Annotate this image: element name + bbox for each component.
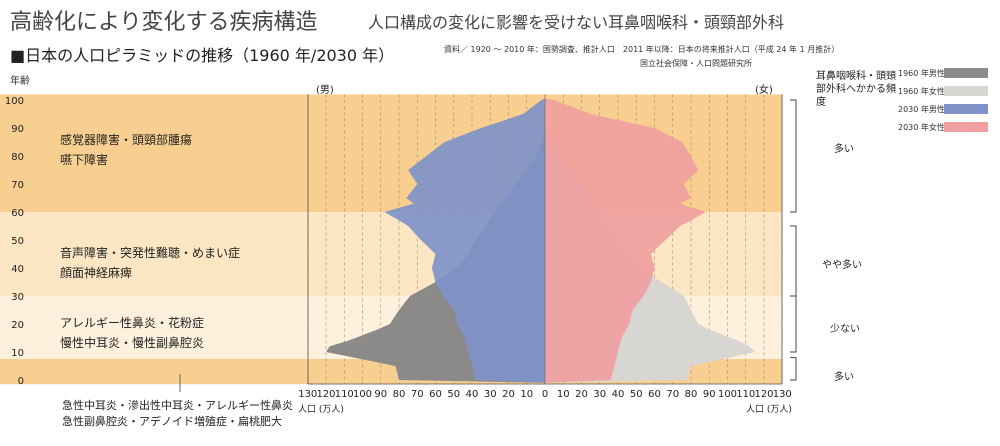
page-subtitle: 人口構成の変化に影響を受けない耳鼻咽喉科・頭頸部外科 xyxy=(368,13,785,32)
pop-unit-right: 人口 (万人) xyxy=(746,405,792,415)
freq-label-middle: やや多い xyxy=(822,260,862,271)
series-female-2030 xyxy=(545,98,706,383)
y-tick-label-100: 100 xyxy=(5,96,24,107)
legend-label-female-2030: 2030 年女性 xyxy=(898,123,945,132)
legend-label-female-1960: 1960 年女性 xyxy=(898,87,945,96)
disease-middle-line-1: 音声障害・突発性難聴・めまい症 xyxy=(60,246,241,260)
y-tick-label-80: 80 xyxy=(11,152,24,163)
disease-group-children: 急性中耳炎・滲出性中耳炎・アレルギー性鼻炎 急性副鼻腔炎・アデノイド増殖症・扁桃… xyxy=(62,398,293,430)
disease-elderly-line-2: 嚥下障害 xyxy=(60,153,109,167)
disease-young-line-2: 慢性中耳炎・慢性副鼻腔炎 xyxy=(60,336,205,350)
y-tick-label-20: 20 xyxy=(11,320,24,331)
ent-frequency-title: 耳鼻咽喉科・頭頸部外科へかかる頻度 xyxy=(816,71,896,108)
x-tick-label-1: 120 xyxy=(316,389,335,400)
freq-label-young: 少ない xyxy=(830,324,860,335)
legend-swatch-male-2030 xyxy=(944,104,988,114)
series-male-2030 xyxy=(384,98,545,383)
y-axis-unit: 年齢 xyxy=(10,76,30,87)
y-tick-label-50: 50 xyxy=(11,236,24,247)
bracket-0 xyxy=(790,99,797,213)
disease-group-elderly: 感覚器障害・頭頸部腫瘍 嚥下障害 xyxy=(60,130,192,170)
y-tick-label-90: 90 xyxy=(11,124,24,135)
x-tick-label-11: 20 xyxy=(502,389,515,400)
y-tick-label-0: 0 xyxy=(18,376,24,387)
legend-label-male-2030: 2030 年男性 xyxy=(898,105,945,114)
bracket-2 xyxy=(790,295,797,353)
y-tick-label-30: 30 xyxy=(11,292,24,303)
x-tick-label-18: 50 xyxy=(630,389,643,400)
disease-children-line-2: 急性副鼻腔炎・アデノイド増殖症・扁桃肥大 xyxy=(62,415,282,428)
disease-children-line-1: 急性中耳炎・滲出性中耳炎・アレルギー性鼻炎 xyxy=(62,399,293,412)
x-tick-label-16: 30 xyxy=(593,389,606,400)
bracket-1 xyxy=(790,225,797,297)
disease-group-young: アレルギー性鼻炎・花粉症 慢性中耳炎・慢性副鼻腔炎 xyxy=(60,313,204,353)
disease-group-middle: 音声障害・突発性難聴・めまい症 顔面神経麻痺 xyxy=(60,243,240,283)
pop-unit-left: 人口 (万人) xyxy=(298,405,344,415)
x-tick-label-0: 130 xyxy=(298,389,317,400)
source-note-2: 国立社会保障・人口問題研究所 xyxy=(640,59,752,68)
y-tick-label-70: 70 xyxy=(11,180,24,191)
x-tick-label-2: 110 xyxy=(335,389,354,400)
x-tick-label-24: 110 xyxy=(736,389,755,400)
x-tick-label-10: 30 xyxy=(484,389,497,400)
x-tick-label-4: 90 xyxy=(374,389,387,400)
male-label: (男) xyxy=(316,84,334,96)
x-tick-label-25: 120 xyxy=(754,389,773,400)
x-tick-label-15: 20 xyxy=(575,389,588,400)
legend-label-male-1960: 1960 年男性 xyxy=(898,69,945,78)
legend-swatch-female-2030 xyxy=(944,122,988,132)
x-tick-label-23: 100 xyxy=(718,389,737,400)
x-tick-label-9: 40 xyxy=(466,389,479,400)
x-tick-label-6: 70 xyxy=(411,389,424,400)
page-title: 高齢化により変化する疾病構造 xyxy=(10,10,318,35)
x-tick-label-14: 10 xyxy=(557,389,570,400)
y-tick-label-40: 40 xyxy=(11,264,24,275)
x-tick-label-26: 130 xyxy=(773,389,792,400)
legend-swatch-male-1960 xyxy=(944,68,988,78)
bracket-3 xyxy=(790,357,797,381)
x-tick-label-12: 10 xyxy=(520,389,533,400)
freq-label-children: 多い xyxy=(834,372,854,383)
x-tick-label-5: 80 xyxy=(393,389,406,400)
x-tick-label-3: 100 xyxy=(353,389,372,400)
female-label: (女) xyxy=(755,83,773,96)
legend-swatch-female-1960 xyxy=(944,86,988,96)
x-tick-label-8: 50 xyxy=(447,389,460,400)
y-tick-label-10: 10 xyxy=(11,348,24,359)
chart-title: ■日本の人口ピラミッドの推移（1960 年/2030 年） xyxy=(10,46,395,65)
x-tick-label-21: 80 xyxy=(685,389,698,400)
x-tick-label-22: 90 xyxy=(703,389,716,400)
y-tick-label-60: 60 xyxy=(11,208,24,219)
freq-label-elderly: 多い xyxy=(834,144,854,155)
x-tick-label-20: 70 xyxy=(666,389,679,400)
disease-middle-line-2: 顔面神経麻痺 xyxy=(60,266,133,280)
x-tick-label-19: 60 xyxy=(648,389,661,400)
x-tick-label-17: 40 xyxy=(612,389,625,400)
disease-elderly-line-1: 感覚器障害・頭頸部腫瘍 xyxy=(60,133,193,147)
x-tick-label-7: 60 xyxy=(429,389,442,400)
source-note: 資料／ 1920 〜 2010 年：国勢調査、推計人口 2011 年以降：日本の… xyxy=(444,45,840,54)
disease-young-line-1: アレルギー性鼻炎・花粉症 xyxy=(60,316,205,330)
x-tick-label-13: 0 xyxy=(542,389,548,400)
